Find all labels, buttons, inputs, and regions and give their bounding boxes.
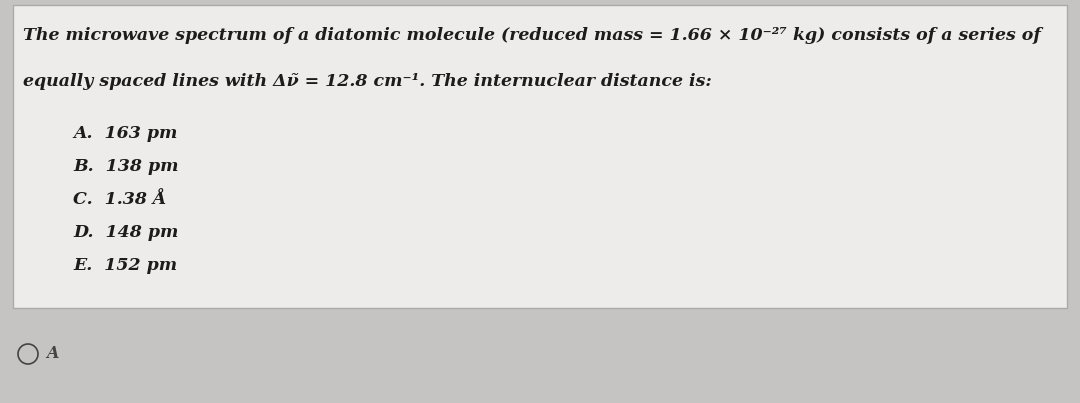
FancyBboxPatch shape (13, 5, 1067, 308)
Text: E.  152 pm: E. 152 pm (73, 257, 177, 274)
Text: A: A (46, 345, 58, 363)
Text: equally spaced lines with Δν̃ = 12.8 cm⁻¹. The internuclear distance is:: equally spaced lines with Δν̃ = 12.8 cm⁻… (23, 73, 712, 90)
Text: B.  138 pm: B. 138 pm (73, 158, 178, 175)
Text: The microwave spectrum of a diatomic molecule (reduced mass = 1.66 × 10⁻²⁷ kg) c: The microwave spectrum of a diatomic mol… (23, 27, 1041, 44)
Text: A.  163 pm: A. 163 pm (73, 125, 177, 142)
Text: C.  1.38 Å: C. 1.38 Å (73, 191, 166, 208)
Text: D.  148 pm: D. 148 pm (73, 224, 178, 241)
